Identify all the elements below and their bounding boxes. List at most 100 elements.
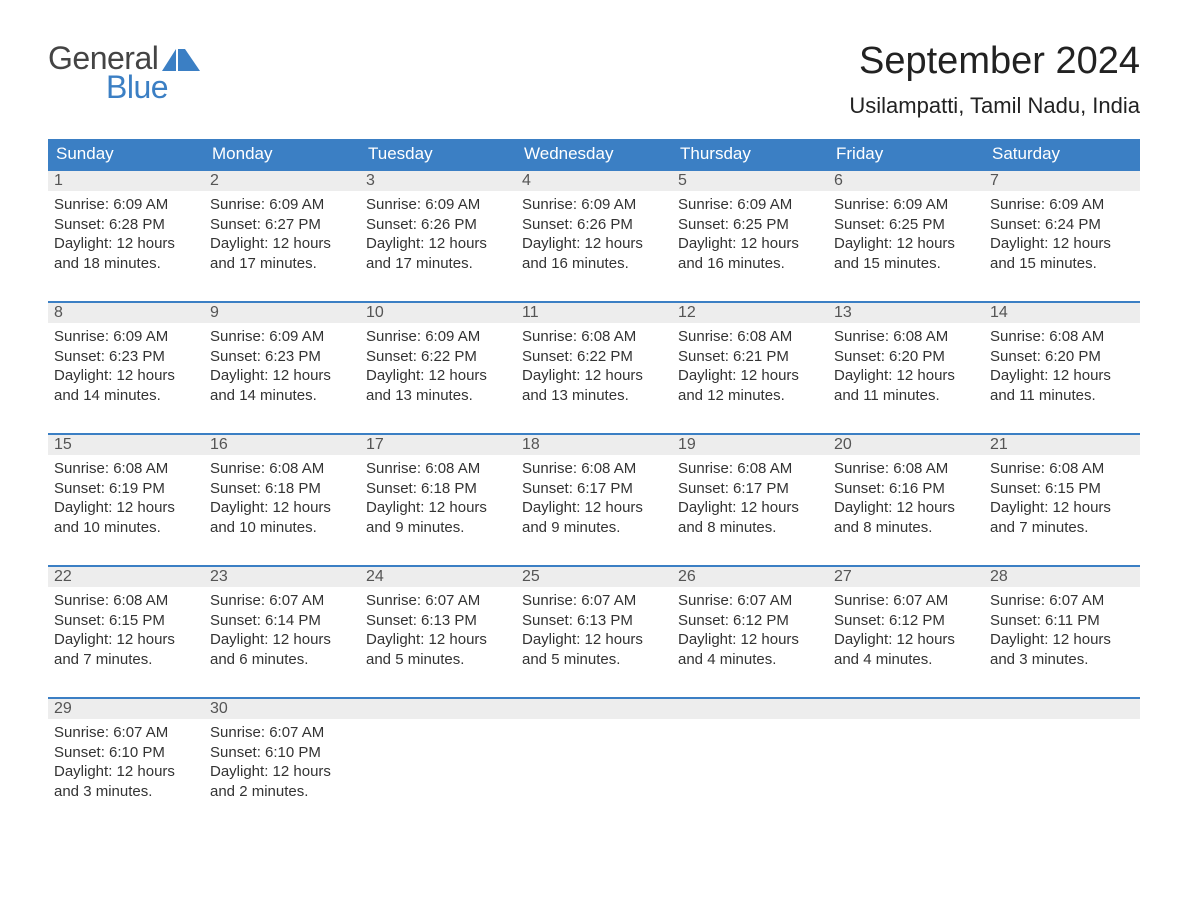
sunrise-text: Sunrise: 6:07 AM [210, 591, 354, 611]
daylight-text-1: Daylight: 12 hours [210, 366, 354, 386]
daylight-text-2: and 14 minutes. [210, 386, 354, 406]
day-number: 18 [516, 433, 672, 455]
day-header: Wednesday [516, 139, 672, 169]
day-number: 27 [828, 565, 984, 587]
daylight-text-2: and 8 minutes. [834, 518, 978, 538]
daylight-text-1: Daylight: 12 hours [678, 234, 822, 254]
header: General Blue September 2024 Usilampatti,… [48, 40, 1140, 119]
day-body: Sunrise: 6:09 AMSunset: 6:23 PMDaylight:… [204, 323, 360, 433]
day-number: 29 [48, 697, 204, 719]
day-number: 11 [516, 301, 672, 323]
day-number: 30 [204, 697, 360, 719]
day-cell: 9Sunrise: 6:09 AMSunset: 6:23 PMDaylight… [204, 301, 360, 433]
location: Usilampatti, Tamil Nadu, India [849, 93, 1140, 119]
day-header-row: Sunday Monday Tuesday Wednesday Thursday… [48, 139, 1140, 169]
day-body: Sunrise: 6:08 AMSunset: 6:17 PMDaylight:… [672, 455, 828, 565]
daylight-text-2: and 11 minutes. [990, 386, 1134, 406]
day-cell: 28Sunrise: 6:07 AMSunset: 6:11 PMDayligh… [984, 565, 1140, 697]
day-body: Sunrise: 6:08 AMSunset: 6:19 PMDaylight:… [48, 455, 204, 565]
sunrise-text: Sunrise: 6:09 AM [366, 195, 510, 215]
daylight-text-1: Daylight: 12 hours [990, 630, 1134, 650]
day-header: Tuesday [360, 139, 516, 169]
sunrise-text: Sunrise: 6:07 AM [522, 591, 666, 611]
day-cell: 29Sunrise: 6:07 AMSunset: 6:10 PMDayligh… [48, 697, 204, 829]
day-body: Sunrise: 6:08 AMSunset: 6:15 PMDaylight:… [984, 455, 1140, 565]
day-cell [360, 697, 516, 829]
sunset-text: Sunset: 6:17 PM [522, 479, 666, 499]
sunrise-text: Sunrise: 6:08 AM [678, 327, 822, 347]
daylight-text-1: Daylight: 12 hours [678, 366, 822, 386]
sunrise-text: Sunrise: 6:09 AM [54, 195, 198, 215]
daylight-text-2: and 6 minutes. [210, 650, 354, 670]
sunrise-text: Sunrise: 6:07 AM [990, 591, 1134, 611]
sunset-text: Sunset: 6:26 PM [366, 215, 510, 235]
day-num-bar [360, 697, 516, 719]
calendar-table: Sunday Monday Tuesday Wednesday Thursday… [48, 139, 1140, 829]
sunset-text: Sunset: 6:19 PM [54, 479, 198, 499]
daylight-text-1: Daylight: 12 hours [54, 762, 198, 782]
day-number: 3 [360, 169, 516, 191]
daylight-text-2: and 5 minutes. [522, 650, 666, 670]
day-cell: 21Sunrise: 6:08 AMSunset: 6:15 PMDayligh… [984, 433, 1140, 565]
day-cell: 11Sunrise: 6:08 AMSunset: 6:22 PMDayligh… [516, 301, 672, 433]
sunrise-text: Sunrise: 6:08 AM [54, 459, 198, 479]
daylight-text-1: Daylight: 12 hours [834, 498, 978, 518]
day-cell: 17Sunrise: 6:08 AMSunset: 6:18 PMDayligh… [360, 433, 516, 565]
daylight-text-2: and 3 minutes. [54, 782, 198, 802]
sunrise-text: Sunrise: 6:07 AM [678, 591, 822, 611]
sunset-text: Sunset: 6:23 PM [210, 347, 354, 367]
sunset-text: Sunset: 6:17 PM [678, 479, 822, 499]
title-block: September 2024 Usilampatti, Tamil Nadu, … [849, 40, 1140, 119]
day-body: Sunrise: 6:09 AMSunset: 6:25 PMDaylight:… [828, 191, 984, 301]
week-row: 8Sunrise: 6:09 AMSunset: 6:23 PMDaylight… [48, 301, 1140, 433]
day-num-bar [672, 697, 828, 719]
daylight-text-2: and 7 minutes. [54, 650, 198, 670]
day-cell [672, 697, 828, 829]
day-body: Sunrise: 6:09 AMSunset: 6:26 PMDaylight:… [516, 191, 672, 301]
daylight-text-2: and 15 minutes. [990, 254, 1134, 274]
daylight-text-1: Daylight: 12 hours [210, 630, 354, 650]
day-body: Sunrise: 6:07 AMSunset: 6:10 PMDaylight:… [48, 719, 204, 829]
sunset-text: Sunset: 6:13 PM [366, 611, 510, 631]
sunrise-text: Sunrise: 6:08 AM [834, 327, 978, 347]
daylight-text-1: Daylight: 12 hours [990, 366, 1134, 386]
sunrise-text: Sunrise: 6:09 AM [834, 195, 978, 215]
sunset-text: Sunset: 6:16 PM [834, 479, 978, 499]
sunrise-text: Sunrise: 6:08 AM [678, 459, 822, 479]
day-body: Sunrise: 6:09 AMSunset: 6:24 PMDaylight:… [984, 191, 1140, 301]
sunset-text: Sunset: 6:25 PM [834, 215, 978, 235]
daylight-text-1: Daylight: 12 hours [210, 498, 354, 518]
day-number: 21 [984, 433, 1140, 455]
day-cell: 30Sunrise: 6:07 AMSunset: 6:10 PMDayligh… [204, 697, 360, 829]
daylight-text-1: Daylight: 12 hours [834, 630, 978, 650]
day-number: 6 [828, 169, 984, 191]
day-cell: 4Sunrise: 6:09 AMSunset: 6:26 PMDaylight… [516, 169, 672, 301]
day-body [984, 719, 1140, 829]
day-header: Sunday [48, 139, 204, 169]
daylight-text-2: and 10 minutes. [54, 518, 198, 538]
week-row: 15Sunrise: 6:08 AMSunset: 6:19 PMDayligh… [48, 433, 1140, 565]
daylight-text-1: Daylight: 12 hours [54, 498, 198, 518]
sunrise-text: Sunrise: 6:08 AM [990, 327, 1134, 347]
daylight-text-2: and 7 minutes. [990, 518, 1134, 538]
sunrise-text: Sunrise: 6:08 AM [522, 327, 666, 347]
day-body [516, 719, 672, 829]
day-body: Sunrise: 6:08 AMSunset: 6:17 PMDaylight:… [516, 455, 672, 565]
day-cell: 16Sunrise: 6:08 AMSunset: 6:18 PMDayligh… [204, 433, 360, 565]
sunset-text: Sunset: 6:25 PM [678, 215, 822, 235]
week-row: 1Sunrise: 6:09 AMSunset: 6:28 PMDaylight… [48, 169, 1140, 301]
daylight-text-1: Daylight: 12 hours [678, 498, 822, 518]
day-body: Sunrise: 6:09 AMSunset: 6:27 PMDaylight:… [204, 191, 360, 301]
day-body [360, 719, 516, 829]
sunrise-text: Sunrise: 6:07 AM [834, 591, 978, 611]
day-body: Sunrise: 6:07 AMSunset: 6:12 PMDaylight:… [828, 587, 984, 697]
day-header: Saturday [984, 139, 1140, 169]
day-body: Sunrise: 6:08 AMSunset: 6:20 PMDaylight:… [984, 323, 1140, 433]
sunset-text: Sunset: 6:12 PM [678, 611, 822, 631]
day-body [828, 719, 984, 829]
day-body: Sunrise: 6:08 AMSunset: 6:15 PMDaylight:… [48, 587, 204, 697]
daylight-text-2: and 8 minutes. [678, 518, 822, 538]
daylight-text-1: Daylight: 12 hours [678, 630, 822, 650]
day-body: Sunrise: 6:08 AMSunset: 6:16 PMDaylight:… [828, 455, 984, 565]
week-row: 29Sunrise: 6:07 AMSunset: 6:10 PMDayligh… [48, 697, 1140, 829]
